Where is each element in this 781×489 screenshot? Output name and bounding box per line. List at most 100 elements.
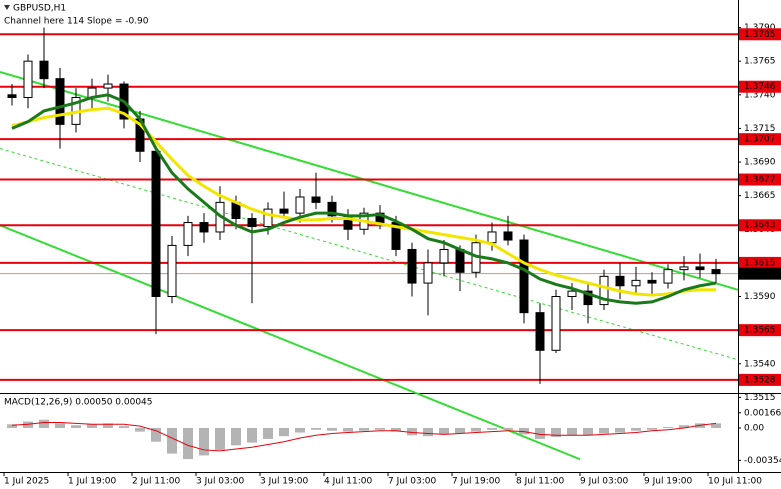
y-tick-label: 1.3715 xyxy=(744,124,776,134)
macd-bar xyxy=(71,425,81,428)
y-tick-label: 1.3590 xyxy=(744,292,776,302)
candle-body xyxy=(551,296,561,351)
macd-bar xyxy=(87,424,97,428)
candle-body xyxy=(583,290,593,306)
x-tick-label: 9 Jul 03:00 xyxy=(580,477,629,487)
macd-bar xyxy=(183,427,193,460)
level-label-box xyxy=(739,373,781,386)
macd-bar xyxy=(39,419,49,428)
y-tick-label: 1.3540 xyxy=(744,359,776,369)
macd-bar xyxy=(199,427,209,456)
candle-body xyxy=(23,60,33,98)
macd-bar xyxy=(535,427,545,439)
macd-bar xyxy=(423,427,433,437)
last-price-label: 1.3607 xyxy=(744,269,776,279)
level-label-box xyxy=(739,28,781,41)
symbol-icon xyxy=(4,5,10,10)
macd-bar xyxy=(471,427,481,432)
macd-bar xyxy=(599,427,609,434)
macd-bar xyxy=(359,427,369,431)
candle-body xyxy=(599,275,609,306)
candle-body xyxy=(567,290,577,298)
macd-bar xyxy=(679,425,689,428)
level-label: 1.3643 xyxy=(744,221,776,231)
candle-body xyxy=(55,78,65,125)
candle-body xyxy=(279,208,289,214)
level-label-box xyxy=(739,219,781,232)
y-tick-label: 1.3515 xyxy=(744,393,776,403)
level-label: 1.3707 xyxy=(744,135,776,145)
macd-signal xyxy=(11,421,717,452)
level-label: 1.3746 xyxy=(744,82,776,92)
x-tick-label: 8 Jul 11:00 xyxy=(516,477,565,487)
candle-body xyxy=(199,222,209,233)
level-label-box xyxy=(739,133,781,146)
x-tick-label: 3 Jul 03:00 xyxy=(196,477,245,487)
macd-bar xyxy=(279,427,289,437)
chart-title: GBPUSD,H1 xyxy=(13,4,66,14)
macd-bar xyxy=(55,423,65,428)
x-tick-label: 9 Jul 19:00 xyxy=(644,477,693,487)
level-label-box xyxy=(739,324,781,337)
macd-bar xyxy=(583,427,593,436)
macd-bar xyxy=(615,427,625,433)
level-label: 1.3528 xyxy=(744,375,776,385)
candle-body xyxy=(615,275,625,287)
candle-body xyxy=(423,262,433,284)
macd-bar xyxy=(503,427,513,430)
macd-bar xyxy=(647,427,657,430)
macd-bar xyxy=(295,427,305,433)
candle-body xyxy=(711,269,721,275)
candle-body xyxy=(695,266,705,271)
macd-bar xyxy=(215,427,225,450)
candle-body xyxy=(647,279,657,284)
macd-bar xyxy=(311,427,321,430)
macd-y-tick-label: 0.00 xyxy=(744,423,764,433)
x-tick-label: 7 Jul 03:00 xyxy=(388,477,437,487)
candle-body xyxy=(247,218,257,228)
candle-body xyxy=(503,231,513,241)
macd-bar xyxy=(327,427,337,431)
macd-y-tick-label: 0.00166 xyxy=(744,408,781,418)
y-tick-label: 1.3765 xyxy=(744,57,776,67)
macd-bar xyxy=(631,427,641,431)
y-tick-label: 1.3690 xyxy=(744,158,776,168)
macd-bar xyxy=(551,427,561,438)
macd-bar xyxy=(135,427,145,432)
candle-body xyxy=(327,201,337,217)
level-label: 1.3785 xyxy=(744,30,776,40)
candle-body xyxy=(151,150,161,298)
macd-bar xyxy=(231,427,241,446)
macd-bar xyxy=(455,427,465,434)
candle-body xyxy=(439,248,449,264)
macd-bar xyxy=(487,427,497,430)
y-tick-label: 1.3665 xyxy=(744,191,776,201)
y-tick-label: 1.3740 xyxy=(744,90,776,100)
level-label: 1.3677 xyxy=(744,175,776,185)
candle-body xyxy=(183,222,193,246)
macd-bar xyxy=(247,427,257,443)
channel-line xyxy=(0,148,739,361)
candle-body xyxy=(455,248,465,273)
x-tick-label: 7 Jul 19:00 xyxy=(452,477,501,487)
x-tick-label: 4 Jul 11:00 xyxy=(324,477,373,487)
candle-body xyxy=(295,196,305,214)
moving-average xyxy=(11,106,716,297)
macd-bar xyxy=(167,427,177,454)
macd-bar xyxy=(375,427,385,430)
level-label-box xyxy=(739,80,781,93)
x-tick-label: 3 Jul 19:00 xyxy=(260,477,309,487)
candle-body xyxy=(7,94,17,98)
chart-subtitle: Channel here 114 Slope = -0.90 xyxy=(4,17,149,27)
y-tick-label: 1.3790 xyxy=(744,23,776,33)
channel-line xyxy=(0,224,581,461)
last-price-box xyxy=(739,267,781,280)
candle-body xyxy=(663,269,673,284)
candle-body xyxy=(167,244,177,298)
macd-y-tick-label: -0.00354 xyxy=(744,456,781,466)
candle-body xyxy=(519,239,529,314)
level-label: 1.3615 xyxy=(744,258,776,268)
candle-body xyxy=(487,231,497,244)
